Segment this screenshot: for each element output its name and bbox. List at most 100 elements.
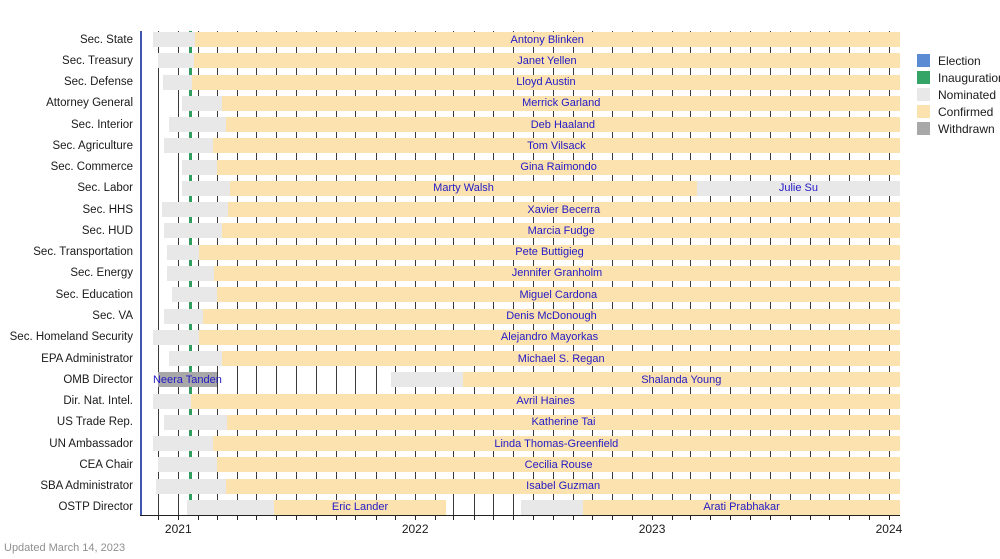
timeline-bar-confirmed — [222, 223, 900, 239]
month-tick — [513, 515, 515, 520]
timeline-bar-nominated — [164, 138, 213, 154]
month-tick — [375, 515, 377, 520]
row-label: Dir. Nat. Intel. — [63, 395, 133, 408]
timeline-bar-nominated — [696, 180, 900, 196]
legend-item-label: Confirmed — [938, 104, 994, 119]
row-label: Sec. HHS — [82, 203, 134, 216]
timeline-bar-nominated — [157, 457, 218, 473]
month-tick — [158, 515, 160, 520]
withdrawn-swatch — [917, 122, 930, 135]
timeline-bar-nominated — [157, 53, 194, 69]
timeline-bar-nominated — [182, 180, 231, 196]
official-name-label: Isabel Guzman — [526, 480, 601, 493]
official-name-label: Lloyd Austin — [516, 76, 576, 89]
legend-item-confirmed: Confirmed — [917, 103, 1000, 120]
official-name-label: Miguel Cardona — [519, 288, 598, 301]
official-name-label: Arati Prabhakar — [703, 501, 780, 514]
month-tick — [769, 515, 771, 520]
month-tick — [453, 515, 455, 520]
month-tick — [473, 515, 475, 520]
month-tick — [868, 515, 870, 520]
legend-item-withdrawn: Withdrawn — [917, 120, 1000, 137]
timeline-bar-confirmed — [225, 117, 900, 133]
timeline-bar-confirmed — [194, 32, 900, 47]
month-tick — [631, 515, 633, 520]
row-label: Sec. HUD — [81, 224, 133, 237]
month-tick — [178, 515, 180, 520]
official-name-label: Shalanda Young — [641, 373, 722, 386]
month-tick — [809, 515, 811, 520]
legend-item-label: Withdrawn — [938, 121, 995, 136]
month-tick — [829, 515, 831, 520]
year-tick-label: 2024 — [875, 522, 903, 536]
official-name-label: Jennifer Granholm — [511, 267, 603, 280]
row-label: EPA Administrator — [41, 352, 133, 365]
legend-item-label: Inauguration — [938, 70, 1000, 85]
timeline-bar-nominated — [168, 117, 226, 133]
plot-area: Antony Blinken Janet Yellen Lloyd Austin Me… — [140, 31, 902, 536]
month-tick — [612, 515, 614, 520]
month-tick — [789, 515, 791, 520]
official-name-label: Alejandro Mayorkas — [500, 331, 599, 344]
timeline-bar-confirmed — [583, 499, 900, 515]
timeline-bar-confirmed — [217, 457, 900, 473]
official-name-label: Cecilia Rouse — [524, 458, 593, 471]
row-label: Sec. Transportation — [33, 246, 133, 259]
timeline-bar-nominated — [390, 372, 463, 388]
row-label: Attorney General — [46, 97, 133, 110]
timeline-bar-nominated — [164, 223, 223, 239]
month-tick — [690, 515, 692, 520]
row-label: OMB Director — [63, 373, 133, 386]
month-tick — [256, 515, 258, 520]
timeline-bar-nominated — [520, 499, 584, 515]
timeline-bar-nominated — [187, 499, 274, 515]
timeline-bar-nominated — [152, 393, 192, 409]
official-name-label: Gina Raimondo — [520, 161, 597, 174]
timeline-bar-confirmed — [462, 372, 900, 388]
official-name-label: Marty Walsh — [433, 182, 494, 195]
timeline-bar-confirmed — [222, 351, 900, 367]
timeline-bar-confirmed — [191, 74, 900, 90]
year-tick-label: 2021 — [164, 522, 192, 536]
legend-item-inauguration: Inauguration — [917, 69, 1000, 86]
month-tick — [435, 515, 437, 520]
timeline-bar-confirmed — [273, 499, 447, 515]
official-name-label: Michael S. Regan — [517, 352, 605, 365]
timeline-bar-confirmed — [191, 393, 900, 409]
month-tick — [336, 515, 337, 520]
row-label: UN Ambassador — [49, 437, 133, 450]
month-tick — [236, 515, 238, 520]
official-name-label: Antony Blinken — [510, 33, 584, 46]
timeline-bar-confirmed — [193, 53, 900, 69]
timeline-bar-nominated — [168, 351, 223, 367]
legend-item-label: Nominated — [938, 87, 997, 102]
official-name-label: Avril Haines — [516, 395, 575, 408]
month-tick — [395, 515, 397, 520]
timeline-bar-nominated — [171, 287, 217, 303]
month-tick — [415, 515, 417, 520]
official-name-label: Janet Yellen — [517, 54, 577, 67]
month-tick — [652, 515, 654, 520]
row-label: Sec. Homeland Security — [9, 331, 133, 344]
month-tick — [532, 515, 534, 520]
timeline-bar-nominated — [167, 244, 200, 260]
month-tick — [729, 515, 731, 520]
official-name-label: Katherine Tai — [531, 416, 596, 429]
official-name-label: Deb Haaland — [530, 118, 595, 131]
row-label: US Trade Rep. — [56, 416, 133, 429]
month-tick — [672, 515, 674, 520]
confirmed-swatch — [917, 105, 930, 118]
row-label: OSTP Director — [58, 501, 133, 514]
row-label: CEA Chair — [79, 458, 133, 471]
row-label: Sec. Labor — [77, 182, 133, 195]
timeline-bar-confirmed — [226, 478, 900, 494]
row-label: Sec. Education — [55, 288, 133, 301]
timeline-bar-nominated — [182, 95, 223, 111]
month-tick — [493, 515, 495, 520]
timeline-bar-confirmed — [199, 329, 900, 345]
updated-note: Updated March 14, 2023 — [4, 542, 126, 554]
row-label: Sec. VA — [92, 310, 133, 322]
official-name-label: Eric Lander — [331, 501, 389, 514]
legend-item-label: Election — [938, 53, 981, 68]
